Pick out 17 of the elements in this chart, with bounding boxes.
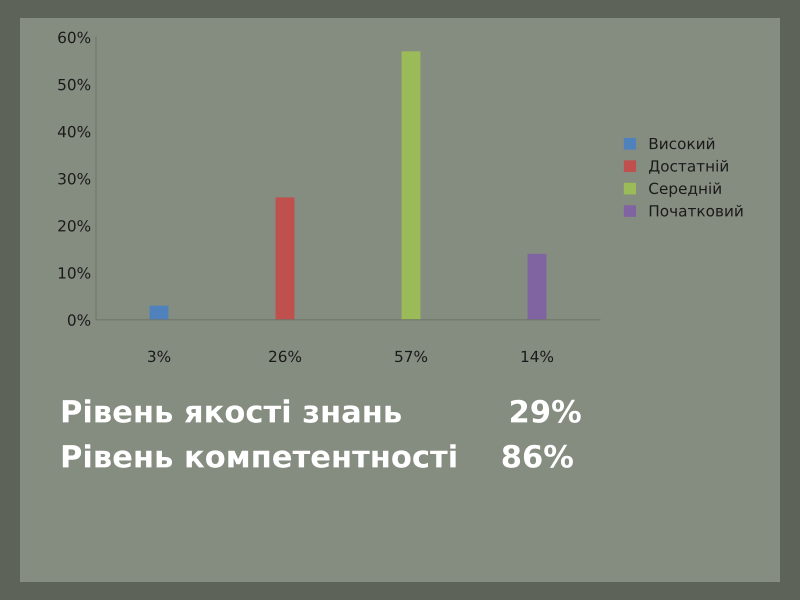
legend-label: Високий [650, 138, 714, 150]
y-tick-label: 40% [58, 126, 90, 138]
x-tick-label: 26% [269, 350, 302, 362]
y-tick-label: 60% [58, 32, 90, 44]
y-tick-label: 20% [58, 220, 90, 232]
y-tick-label: 10% [58, 267, 90, 279]
text: Рівень компетентності 86% [62, 444, 573, 468]
x-tick-label: 57% [395, 350, 428, 362]
legend-label: Середній [649, 182, 721, 198]
legend-label: Достатній [649, 160, 728, 174]
y-tick-label: 50% [58, 78, 90, 90]
text: Рівень якості знань 29% [62, 399, 581, 423]
y-tick-label: 0% [68, 314, 90, 326]
x-tick-label: 3% [148, 350, 170, 362]
y-tick-label: 30% [58, 172, 90, 185]
x-tick-label: 14% [522, 350, 554, 362]
legend-label: Початковий [650, 204, 742, 217]
